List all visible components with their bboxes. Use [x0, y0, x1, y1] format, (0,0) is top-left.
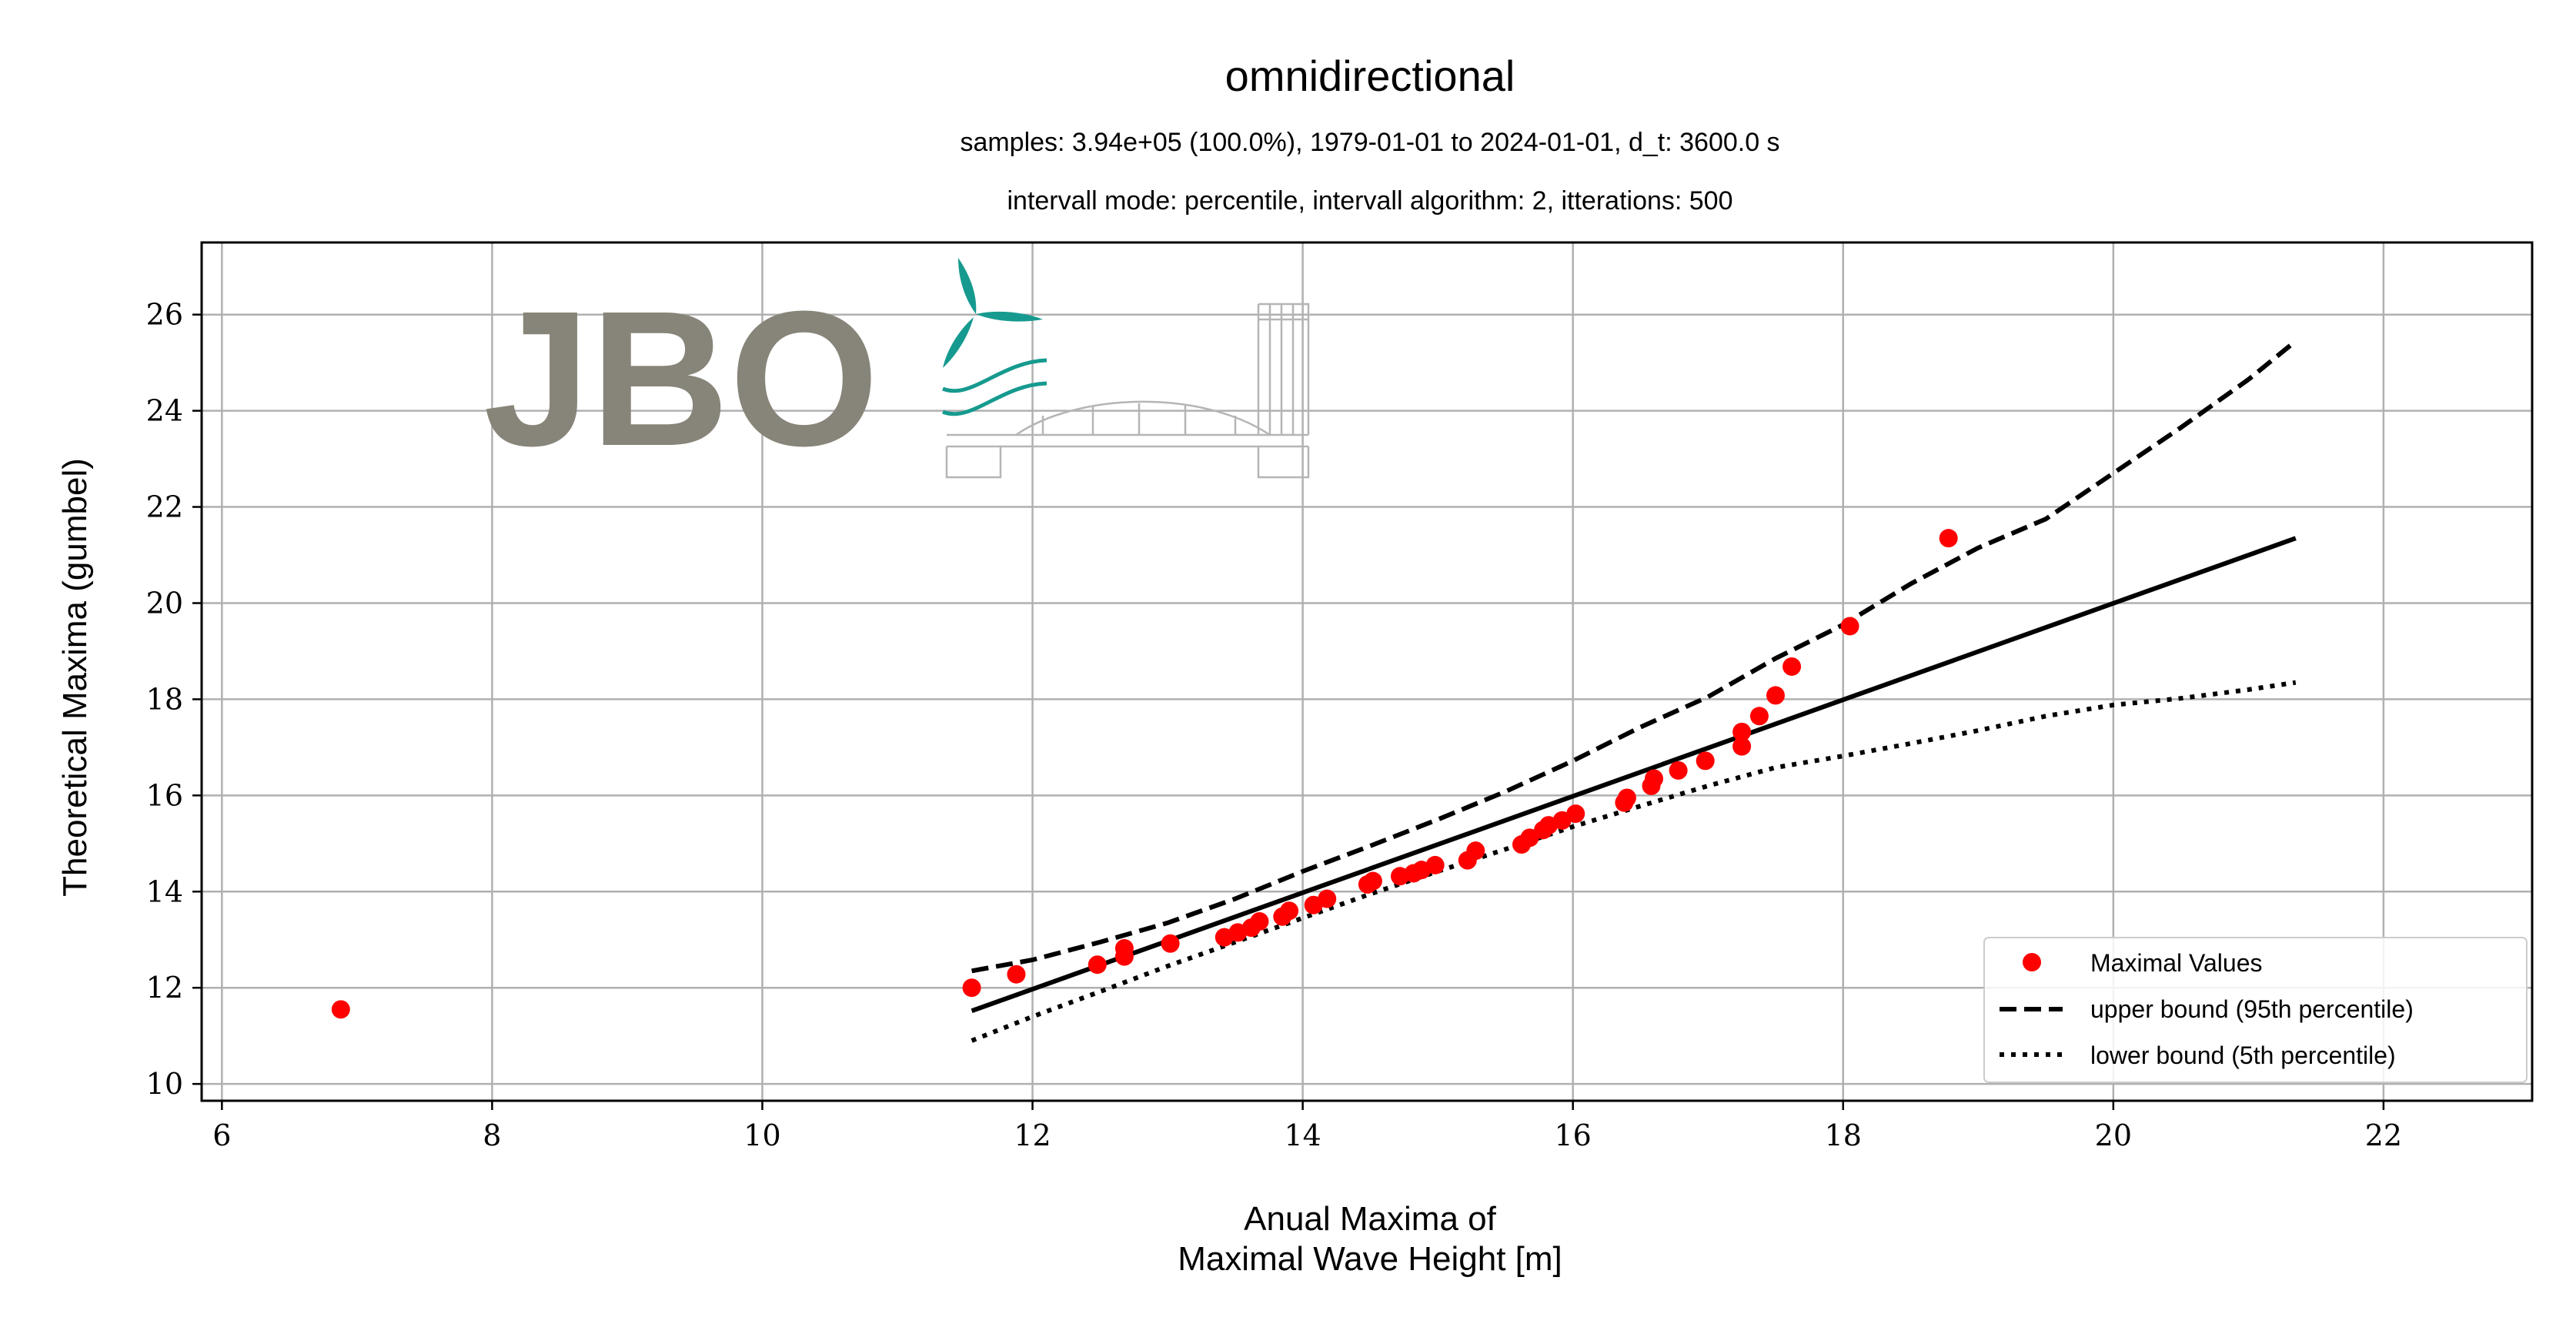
data-point [1425, 855, 1445, 874]
logo-text: JBO [483, 271, 879, 486]
y-tick-label: 24 [146, 394, 183, 428]
data-point [1766, 686, 1785, 705]
data-point [1161, 934, 1180, 953]
x-axis-ticks: 6 8 10 12 14 16 18 20 22 [212, 1101, 2402, 1152]
chart-subtitle-line-1: samples: 3.94e+05 (100.0%), 1979-01-01 t… [960, 128, 1779, 157]
legend-box [1983, 937, 2528, 1083]
data-point [1007, 965, 1026, 984]
series-lines [971, 339, 2297, 1043]
y-tick-label: 20 [146, 586, 183, 620]
chart-subtitle-line-2: intervall mode: percentile, intervall al… [1007, 186, 1732, 216]
data-point [1669, 761, 1688, 780]
data-point [1466, 841, 1485, 861]
data-point [1939, 529, 1958, 548]
data-point [1617, 788, 1636, 807]
y-tick-label: 26 [146, 298, 183, 332]
series-points [331, 529, 1958, 1019]
x-tick-label: 16 [1555, 1118, 1592, 1152]
y-axis-ticks: 10 12 14 16 18 20 22 24 26 [146, 298, 202, 1101]
data-point [1363, 871, 1382, 891]
y-tick-label: 14 [146, 874, 183, 908]
x-axis-label-line-2: Maximal Wave Height [m] [1178, 1240, 1562, 1278]
x-tick-label: 14 [1284, 1118, 1321, 1152]
y-tick-label: 18 [146, 682, 183, 716]
data-point [1280, 901, 1299, 921]
chart-title: omnidirectional [1225, 52, 1515, 100]
plot-frame [200, 241, 2534, 1102]
data-point [1088, 955, 1107, 975]
data-point [1566, 804, 1585, 824]
data-point [1732, 722, 1752, 741]
x-tick-label: 8 [483, 1118, 501, 1152]
series-line-1 [971, 536, 2297, 1014]
logo-wind-icon [943, 258, 1043, 368]
legend-label-lower-bound: lower bound (5th percentile) [2090, 1041, 2396, 1069]
x-tick-label: 22 [2365, 1118, 2402, 1152]
series-line-2 [971, 339, 2297, 974]
logo-wave-icon [942, 358, 1047, 416]
legend-label-maximal-values: Maximal Values [2090, 949, 2262, 977]
data-point [1696, 751, 1715, 771]
data-point [1840, 617, 1859, 636]
logo-bridge-icon [945, 303, 1310, 479]
y-axis-label: Theoretical Maxima (gumbel) [56, 458, 94, 897]
y-tick-label: 16 [146, 778, 183, 812]
series-line-3 [971, 680, 2297, 1043]
x-tick-label: 12 [1014, 1118, 1051, 1152]
x-tick-label: 18 [1825, 1118, 1862, 1152]
data-point [1782, 657, 1802, 676]
x-tick-label: 6 [212, 1118, 231, 1152]
data-point [1318, 889, 1337, 908]
data-point [1732, 737, 1752, 756]
grid-lines [202, 242, 2532, 1101]
data-point [1520, 828, 1539, 848]
jbo-logo: JBO [483, 258, 1310, 486]
data-point [962, 978, 981, 998]
legend: Maximal Values upper bound (95th percent… [1983, 937, 2528, 1083]
data-point [331, 1000, 350, 1019]
x-axis-label-line-1: Anual Maxima of [1244, 1200, 1496, 1238]
x-tick-label: 10 [743, 1118, 780, 1152]
data-point [1645, 769, 1664, 788]
data-point [1114, 938, 1134, 958]
y-tick-label: 10 [146, 1067, 183, 1101]
legend-marker-maximal-values [2023, 953, 2041, 971]
y-tick-label: 12 [146, 971, 183, 1005]
data-point [1749, 707, 1769, 726]
data-point [1250, 912, 1269, 931]
legend-label-upper-bound: upper bound (95th percentile) [2090, 995, 2414, 1023]
y-tick-label: 22 [146, 490, 183, 524]
x-tick-label: 20 [2095, 1118, 2132, 1152]
